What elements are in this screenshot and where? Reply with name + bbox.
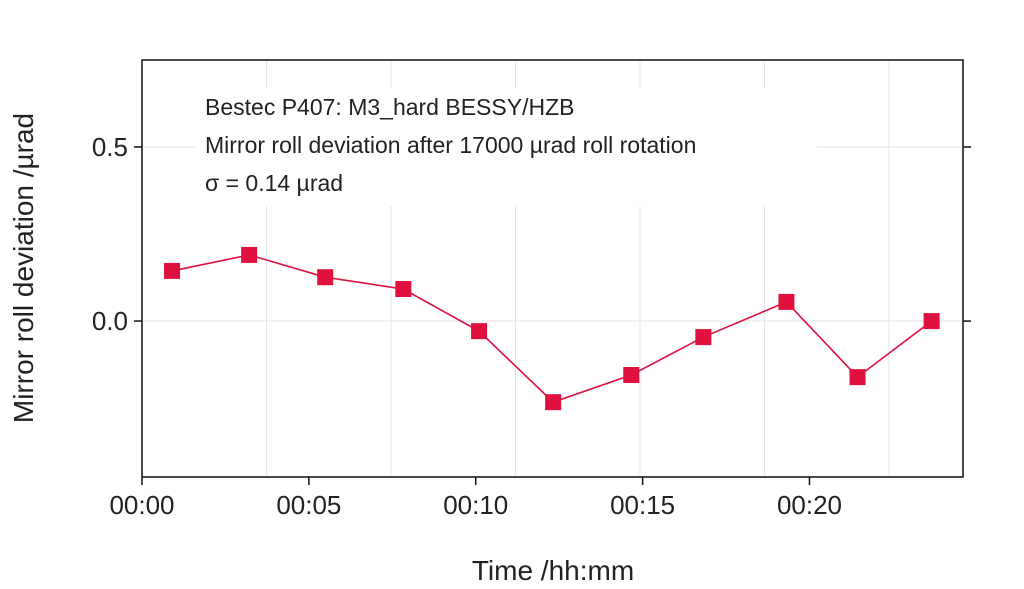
axis-ticks: 0.5 0.0 00:00 00:05 00:10 00:15 00:20 — [92, 132, 971, 520]
data-point-marker — [695, 329, 712, 346]
data-point-marker — [471, 323, 488, 340]
annotation-line-1: Bestec P407: M3_hard BESSY/HZB — [205, 94, 574, 120]
x-axis-label: Time /hh:mm — [472, 555, 634, 586]
y-tick-label: 0.5 — [92, 132, 128, 162]
series-group — [164, 246, 940, 411]
y-axis-label: Mirror roll deviation /µrad — [8, 113, 39, 423]
y-tick-label: 0.0 — [92, 306, 128, 336]
data-point-marker — [317, 269, 334, 286]
x-tick-label: 00:15 — [610, 490, 675, 520]
data-point-marker — [623, 367, 640, 384]
data-point-marker — [545, 394, 562, 411]
series-line — [171, 254, 933, 404]
data-point-marker — [923, 313, 940, 330]
x-tick-label: 00:10 — [443, 490, 508, 520]
data-point-marker — [241, 246, 258, 263]
data-point-marker — [164, 262, 181, 279]
data-point-marker — [778, 293, 795, 310]
annotation-line-2: Mirror roll deviation after 17000 µrad r… — [205, 132, 696, 158]
data-point-marker — [395, 281, 412, 298]
x-tick-label: 00:05 — [276, 490, 341, 520]
annotation-background — [195, 88, 817, 206]
annotation-sigma: σ = 0.14 µrad — [205, 170, 343, 196]
x-tick-label: 00:00 — [109, 490, 174, 520]
x-tick-label: 00:20 — [777, 490, 842, 520]
plot-frame — [141, 59, 964, 478]
data-point-marker — [849, 369, 866, 386]
